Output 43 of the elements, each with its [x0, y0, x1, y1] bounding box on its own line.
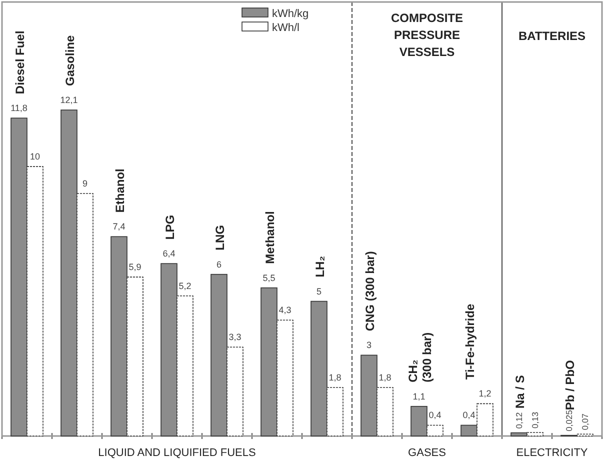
- data-label: 0,07: [580, 413, 590, 430]
- data-label: 1,2: [478, 388, 492, 399]
- x-tick-label: Na / S: [513, 375, 527, 408]
- text: GASES: [408, 447, 446, 459]
- x-tick-label: CNG (300 bar): [363, 251, 377, 332]
- data-label: 0,4: [462, 410, 476, 420]
- data-label: 6,4: [162, 248, 176, 259]
- data-label: 0,13: [530, 412, 540, 428]
- data-label: 9: [82, 178, 88, 189]
- x-tick-label: LH₂: [313, 256, 327, 278]
- data-label: 5,2: [178, 280, 192, 291]
- x-tick-label: LNG: [213, 225, 227, 250]
- x-tick-label: CH₂ (300 bar): [406, 332, 434, 382]
- data-label: 0,12: [514, 412, 524, 429]
- x-tick-label: LPG: [163, 214, 177, 240]
- data-label: 6: [216, 259, 222, 270]
- x-tick-label: Methanol: [263, 211, 277, 264]
- data-label: 0,025: [564, 410, 574, 432]
- text: ELECTRICITY: [516, 447, 588, 459]
- data-label: 5: [316, 286, 322, 296]
- x-tick-label: Gasoline: [63, 34, 77, 86]
- x-tick-label: Pb / PbO: [563, 360, 577, 410]
- legend-label: kWh/l: [272, 22, 300, 34]
- data-label: 5,9: [128, 262, 142, 272]
- legend-label: kWh/kg: [272, 8, 309, 20]
- data-label: 1,8: [328, 372, 342, 383]
- data-label: 1,1: [412, 391, 426, 402]
- x-tick-label: Ethanol: [113, 168, 127, 213]
- data-label: 10: [30, 152, 40, 162]
- data-label: 1,8: [378, 372, 392, 383]
- data-label: 4,3: [278, 305, 292, 316]
- data-label: 11,8: [10, 103, 28, 114]
- x-tick-label: Ti-Fe-hydride: [463, 304, 477, 380]
- text: COMPOSITE PRESSURE VESSELS: [390, 11, 464, 59]
- data-label: 12,1: [60, 95, 78, 105]
- data-label: 3: [366, 340, 372, 350]
- data-label: 5,5: [262, 272, 276, 283]
- x-tick-label: Diesel Fuel: [13, 30, 27, 94]
- text: BATTERIES: [518, 29, 586, 43]
- data-label: 7,4: [112, 222, 126, 232]
- data-label: 0,4: [428, 410, 442, 420]
- text: LIQUID AND LIQUIFIED FUELS: [98, 447, 256, 459]
- data-label: 3,3: [228, 332, 242, 342]
